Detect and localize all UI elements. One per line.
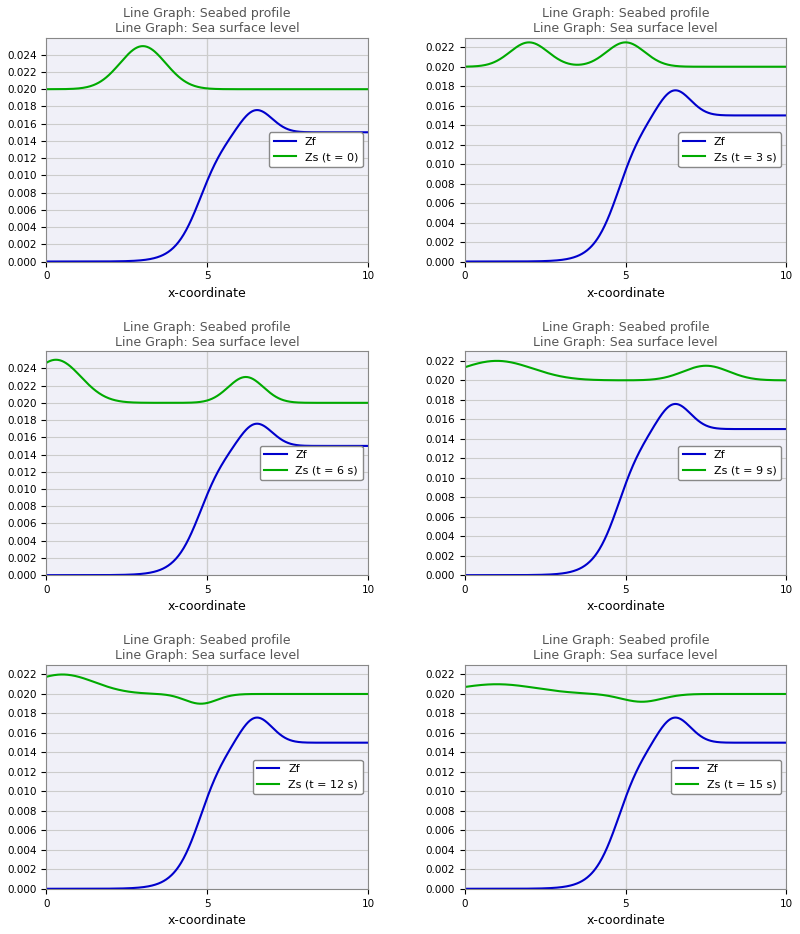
X-axis label: x-coordinate: x-coordinate (586, 287, 665, 300)
X-axis label: x-coordinate: x-coordinate (586, 601, 665, 614)
Title: Line Graph: Seabed profile
Line Graph: Sea surface level: Line Graph: Seabed profile Line Graph: S… (534, 7, 718, 35)
Title: Line Graph: Seabed profile
Line Graph: Sea surface level: Line Graph: Seabed profile Line Graph: S… (115, 7, 299, 35)
Legend: Zf, Zs (t = 6 s): Zf, Zs (t = 6 s) (260, 446, 362, 480)
Title: Line Graph: Seabed profile
Line Graph: Sea surface level: Line Graph: Seabed profile Line Graph: S… (115, 320, 299, 348)
Title: Line Graph: Seabed profile
Line Graph: Sea surface level: Line Graph: Seabed profile Line Graph: S… (115, 634, 299, 662)
Legend: Zf, Zs (t = 12 s): Zf, Zs (t = 12 s) (253, 759, 362, 794)
Title: Line Graph: Seabed profile
Line Graph: Sea surface level: Line Graph: Seabed profile Line Graph: S… (534, 634, 718, 662)
Legend: Zf, Zs (t = 0): Zf, Zs (t = 0) (269, 133, 362, 167)
X-axis label: x-coordinate: x-coordinate (168, 914, 246, 927)
X-axis label: x-coordinate: x-coordinate (168, 287, 246, 300)
X-axis label: x-coordinate: x-coordinate (586, 914, 665, 927)
Legend: Zf, Zs (t = 3 s): Zf, Zs (t = 3 s) (678, 133, 781, 167)
X-axis label: x-coordinate: x-coordinate (168, 601, 246, 614)
Title: Line Graph: Seabed profile
Line Graph: Sea surface level: Line Graph: Seabed profile Line Graph: S… (534, 320, 718, 348)
Legend: Zf, Zs (t = 15 s): Zf, Zs (t = 15 s) (671, 759, 781, 794)
Legend: Zf, Zs (t = 9 s): Zf, Zs (t = 9 s) (678, 446, 781, 480)
